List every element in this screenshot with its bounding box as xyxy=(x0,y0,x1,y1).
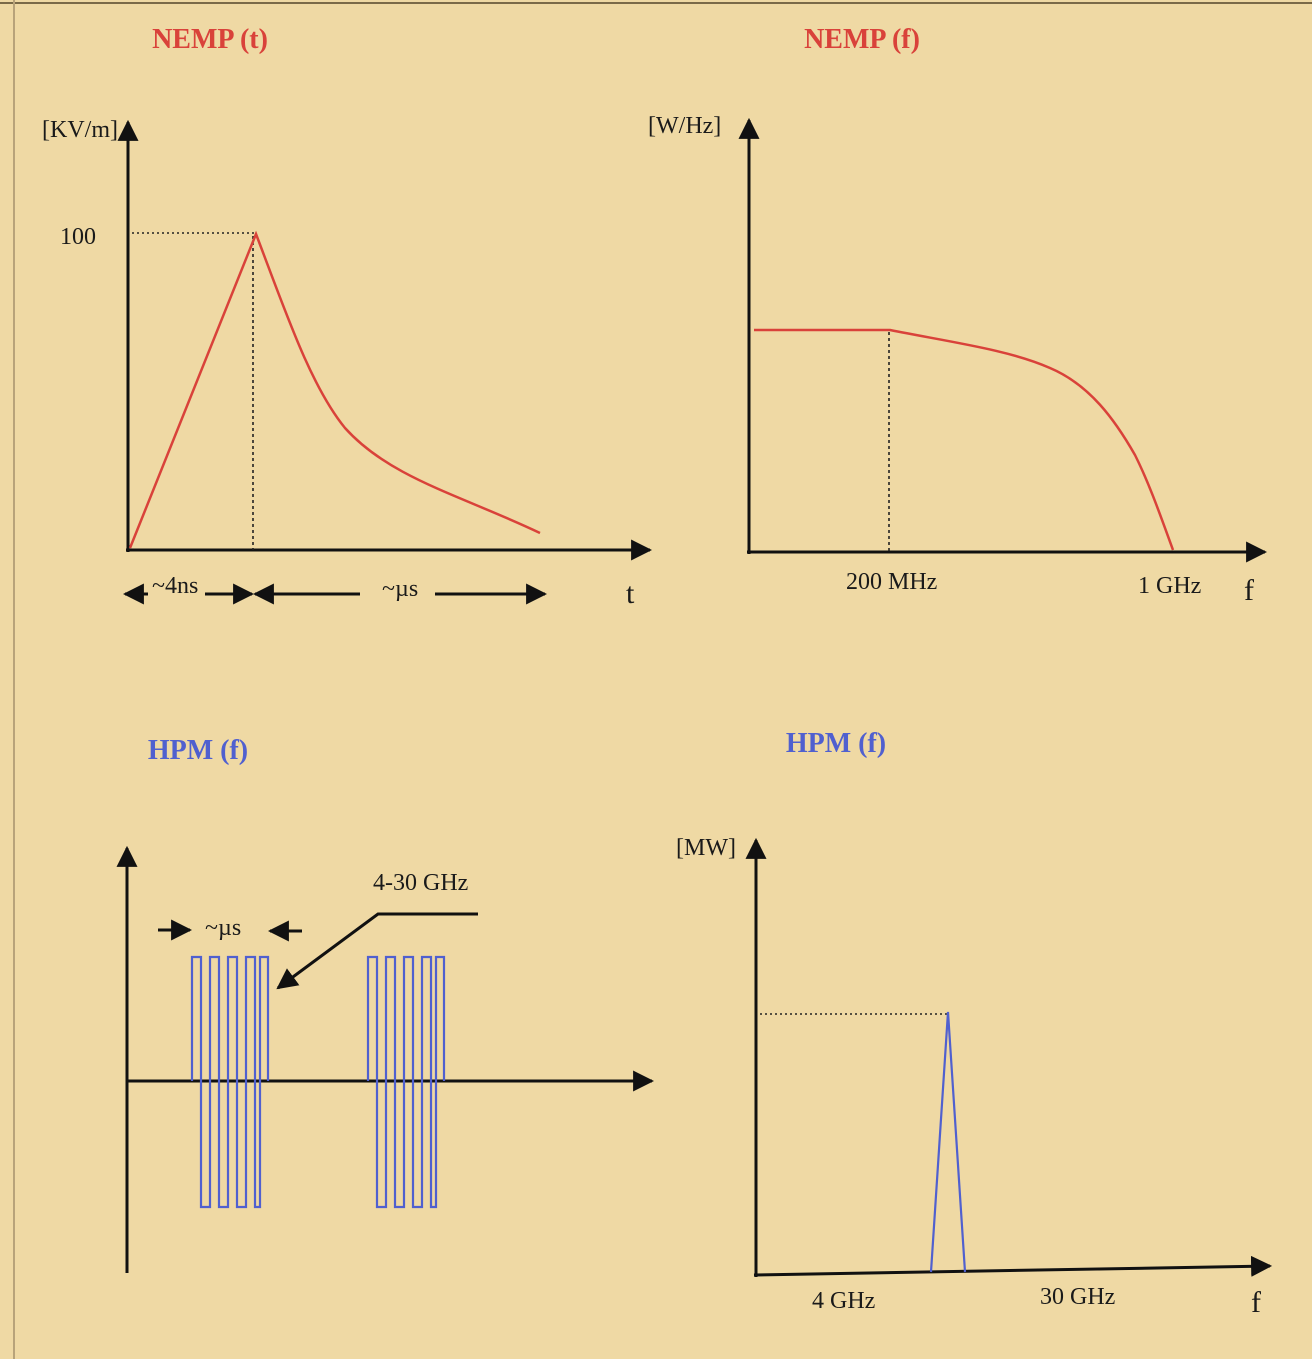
nemp-time-y-tick-100: 100 xyxy=(60,224,96,250)
panel-nemp-frequency: NEMP (f) [W/Hz] 200 MHz 1 GHz f xyxy=(648,24,1268,607)
hpm-pulse-burst-1 xyxy=(190,955,270,1209)
hpm-frequency-x-tick-4ghz: 4 GHz xyxy=(812,1288,875,1314)
nemp-frequency-x-tick-1ghz: 1 GHz xyxy=(1138,573,1201,599)
hpm-frequency-x-label: f xyxy=(1251,1286,1261,1319)
hpm-frequency-title: HPM (f) xyxy=(786,728,886,759)
nemp-frequency-title: NEMP (f) xyxy=(804,24,920,55)
hpm-frequency-peak xyxy=(929,1011,967,1273)
nemp-time-title: NEMP (t) xyxy=(152,24,268,55)
hpm-pulses-frequency-label: 4-30 GHz xyxy=(373,870,468,896)
nemp-time-y-unit: [KV/m] xyxy=(42,117,118,143)
panel-nemp-time: NEMP (t) [KV/m] 100 ~4ns ~µs t xyxy=(42,24,653,610)
hpm-frequency-x-axis xyxy=(753,1255,1273,1277)
nemp-frequency-spectrum-curve xyxy=(754,328,1175,551)
nemp-time-x-label: t xyxy=(626,577,635,610)
panel-hpm-pulses: HPM (f) ~µs 4-30 GHz xyxy=(116,735,655,1273)
hpm-frequency-x-tick-30ghz: 30 GHz xyxy=(1040,1284,1115,1310)
nemp-time-decay-label: ~µs xyxy=(382,576,418,602)
hpm-pulses-frequency-pointer xyxy=(276,912,478,990)
nemp-time-rise-label: ~4ns xyxy=(152,573,198,599)
hpm-frequency-y-unit: [MW] xyxy=(676,835,736,861)
panel-hpm-frequency: HPM (f) [MW] 4 GHz 30 GHz f xyxy=(676,728,1273,1319)
nemp-frequency-y-unit: [W/Hz] xyxy=(648,113,721,139)
hpm-pulses-title: HPM (f) xyxy=(148,735,248,766)
nemp-frequency-x-tick-200mhz: 200 MHz xyxy=(846,569,937,595)
nemp-frequency-x-label: f xyxy=(1244,574,1254,607)
nemp-time-pulse-curve xyxy=(128,230,541,549)
hpm-pulses-width-label: ~µs xyxy=(205,915,241,941)
hpm-pulse-burst-2 xyxy=(366,955,446,1209)
